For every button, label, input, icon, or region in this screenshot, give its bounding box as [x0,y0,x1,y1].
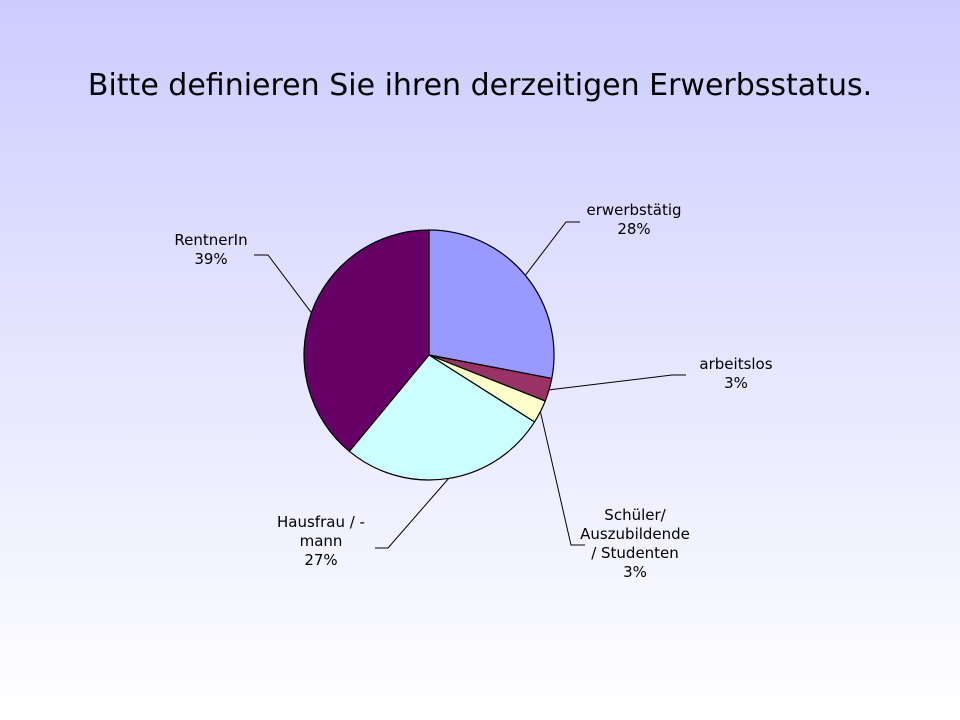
leader-line-2 [539,411,585,546]
pie-slice-0 [428,229,555,380]
data-label-3: Hausfrau / -mann 27% [277,513,365,569]
data-label-4: RentnerIn 39% [174,231,247,268]
slide-title: Bitte definieren Sie ihren derzeitigen E… [87,68,873,103]
data-label-2: Schüler/Auszubildende / Studenten 3% [580,506,690,581]
data-label-0: erwerbstätig 28% [586,201,681,238]
leader-line-1 [548,374,686,391]
pie-slice-4 [303,229,430,453]
leader-line-3 [375,478,449,549]
leader-line-4 [254,254,312,314]
pie-slice-3 [348,354,536,481]
leader-line-0 [524,221,580,276]
data-label-1: arbeitslos 3% [699,355,772,392]
